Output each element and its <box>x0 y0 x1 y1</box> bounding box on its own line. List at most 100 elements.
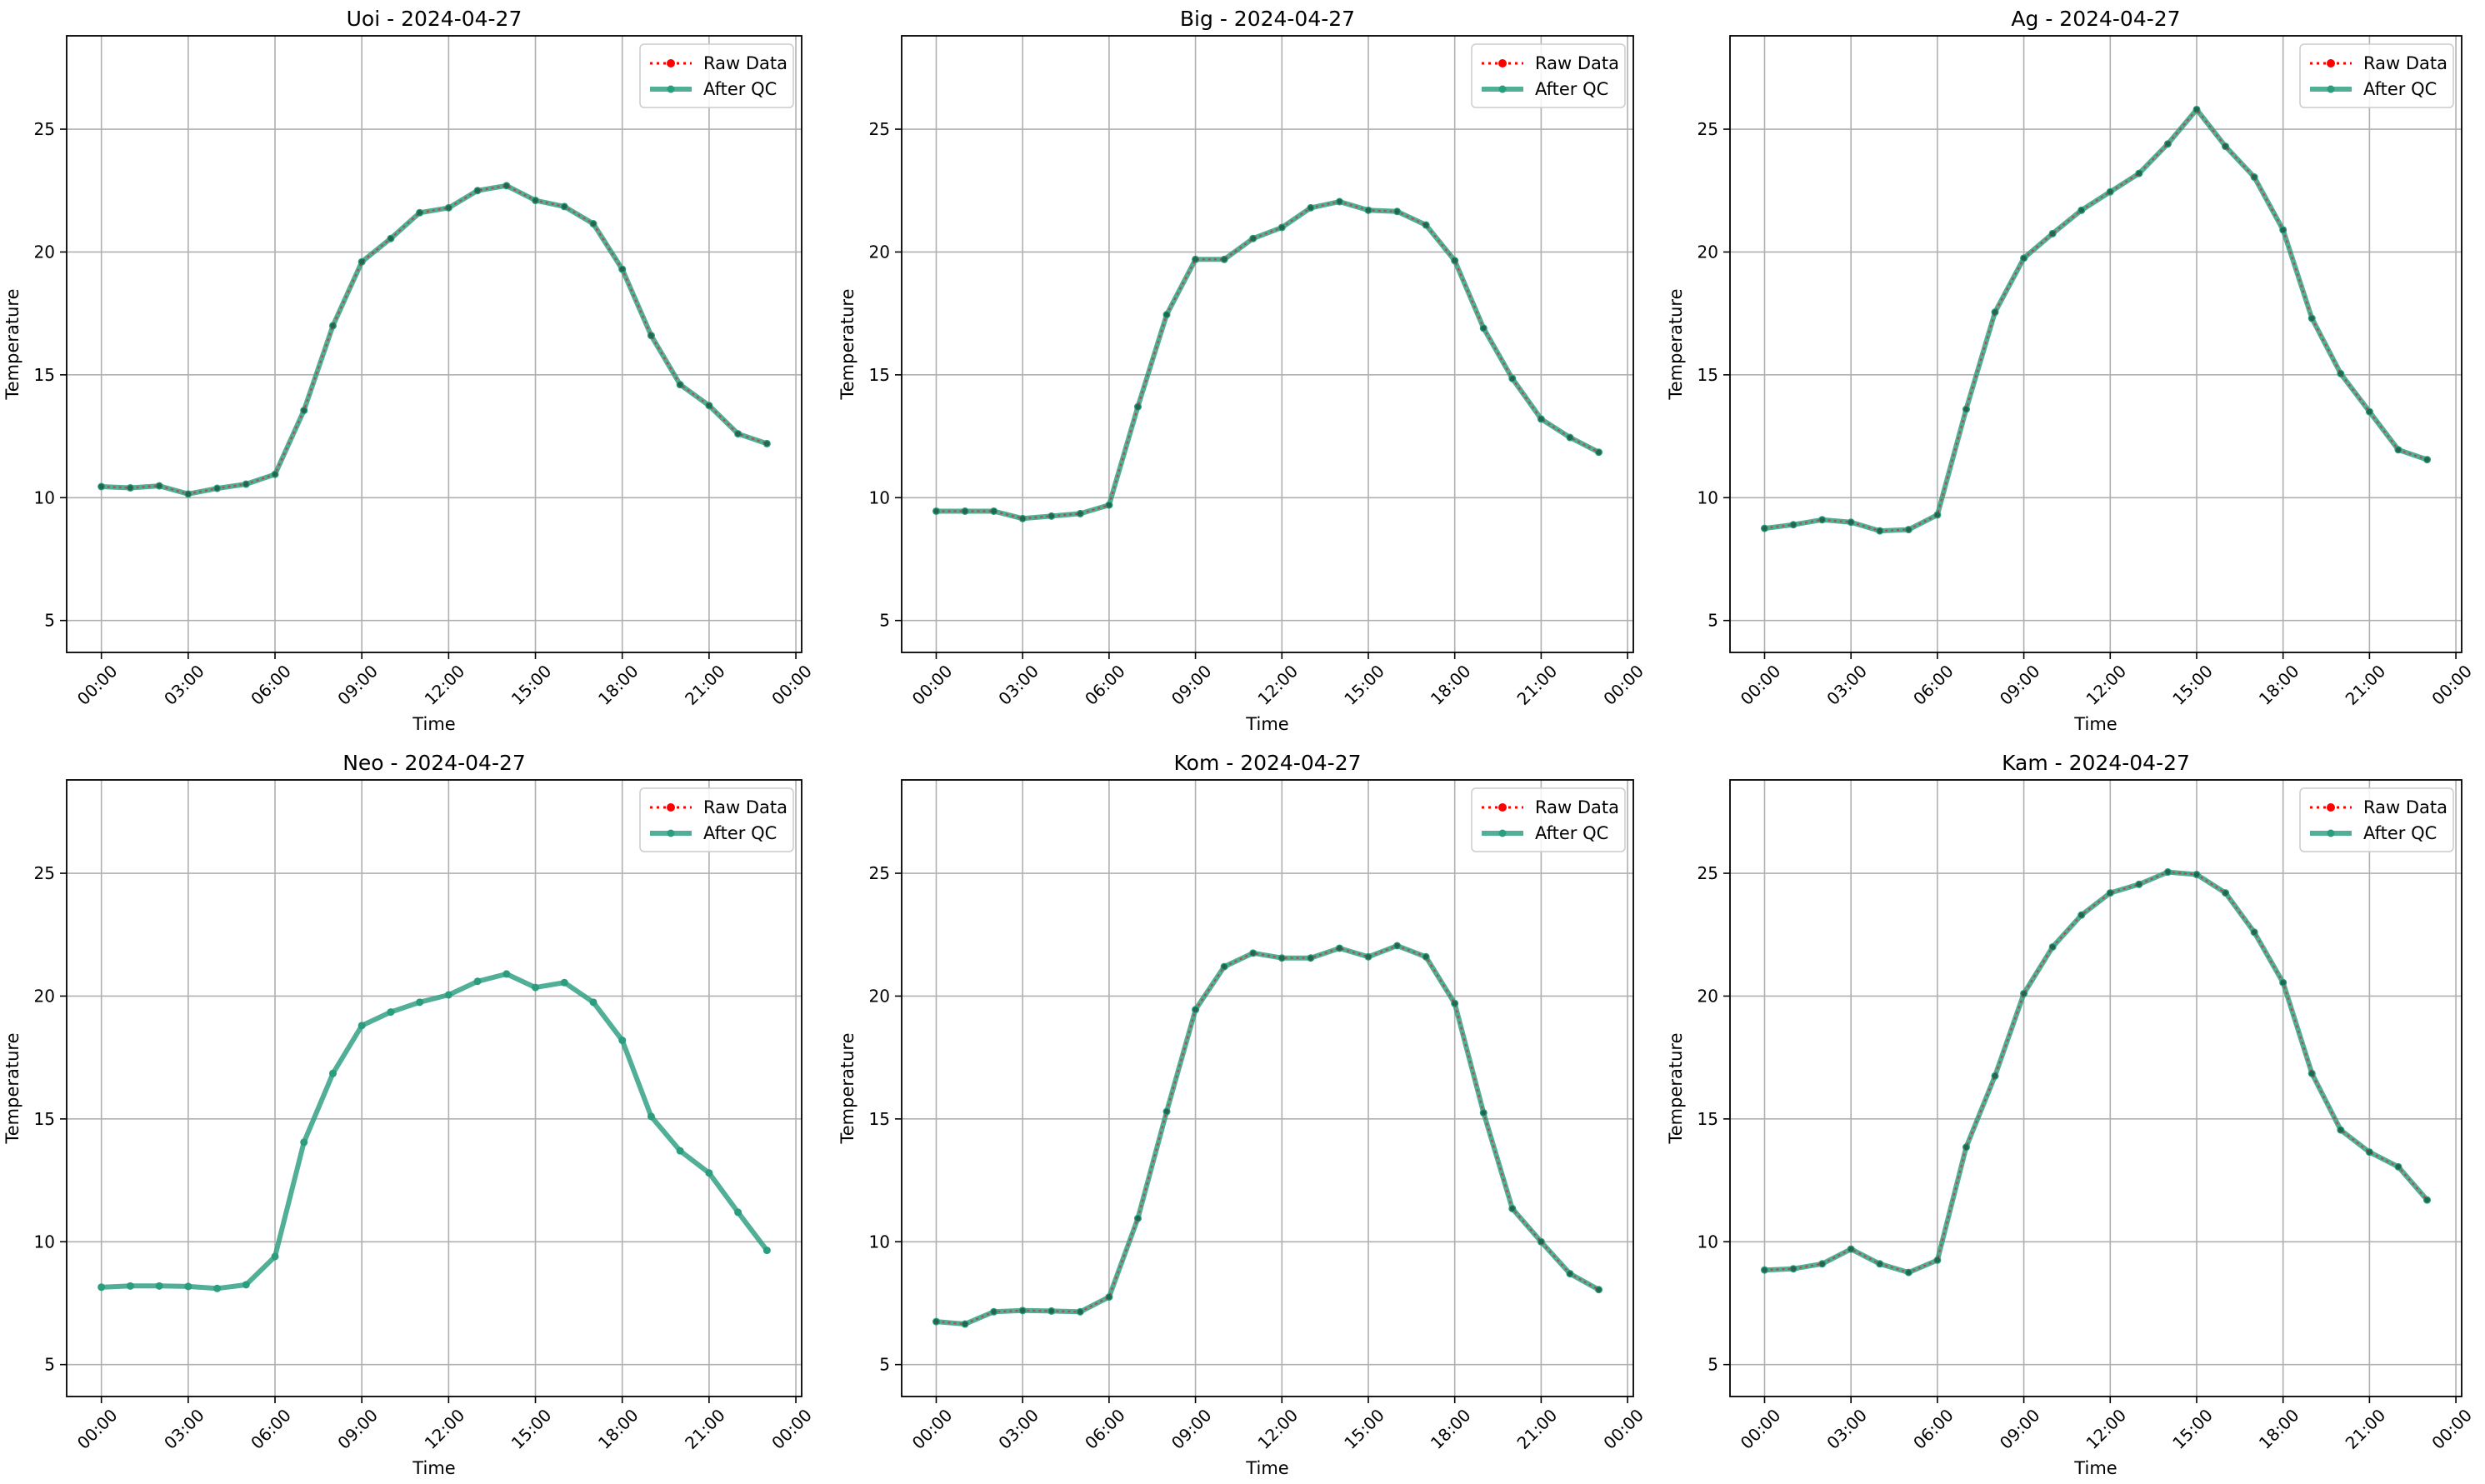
legend-raw-label: Raw Data <box>2363 797 2448 817</box>
raw-data-point <box>2165 869 2171 875</box>
axes-frame <box>66 779 802 1397</box>
raw-data-point <box>1394 942 1400 949</box>
raw-data-point <box>1963 1144 1969 1150</box>
raw-data-point <box>1819 1261 1825 1267</box>
raw-data-point <box>1992 1073 1998 1079</box>
y-tick-label: 15 <box>34 365 55 385</box>
x-tick-label: 12:00 <box>1253 661 1302 709</box>
raw-data-point <box>156 482 162 489</box>
y-axis-label: Temperature <box>838 288 858 400</box>
raw-data-point <box>1337 945 1342 952</box>
legend: Raw Data After QC <box>1471 787 1626 852</box>
y-tick-label: 25 <box>34 119 55 139</box>
raw-data-point <box>2395 1164 2402 1170</box>
y-tick-label: 25 <box>869 119 890 139</box>
y-tick-label: 5 <box>879 1355 890 1375</box>
x-tick-label: 06:00 <box>1081 1405 1129 1453</box>
x-tick-label: 00:00 <box>73 661 122 709</box>
x-tick-label: 21:00 <box>2342 661 2390 709</box>
x-tick-label: 15:00 <box>508 661 556 709</box>
y-tick-label: 5 <box>1708 611 1718 631</box>
raw-data-point <box>1790 522 1797 527</box>
raw-data-point <box>1538 416 1544 422</box>
legend-raw-marker <box>1498 803 1507 812</box>
raw-data-point <box>2309 315 2315 322</box>
after-qc-point <box>300 1138 308 1147</box>
x-tick-label: 06:00 <box>1909 1405 1958 1453</box>
subplot-title: Neo - 2024-04-27 <box>342 751 526 775</box>
x-tick-label: 00:00 <box>2428 1405 2476 1453</box>
raw-data-point <box>1934 512 1941 518</box>
raw-data-point <box>2021 255 2027 262</box>
y-axis-label: Temperature <box>2 288 22 400</box>
raw-data-point <box>1848 519 1854 525</box>
subplot-title: Uoi - 2024-04-27 <box>347 7 522 31</box>
x-axis-label: Time <box>1245 714 1288 734</box>
raw-data-point <box>991 508 997 514</box>
raw-data-line <box>101 184 768 495</box>
raw-data-point <box>1394 208 1400 214</box>
x-tick-label: 15:00 <box>1340 1405 1388 1453</box>
raw-data-point <box>1992 309 1998 315</box>
y-tick-label: 10 <box>869 1232 890 1252</box>
legend: Raw Data After QC <box>1471 43 1626 108</box>
raw-data-point <box>1452 257 1458 263</box>
x-tick-label: 09:00 <box>1996 1405 2044 1453</box>
raw-data-point <box>1163 1108 1170 1115</box>
raw-data-point <box>1019 516 1026 522</box>
after-qc-line <box>101 971 769 1292</box>
y-tick-label: 5 <box>879 611 890 631</box>
x-tick-label: 12:00 <box>421 661 469 709</box>
x-tick-label: 18:00 <box>1427 1405 1475 1453</box>
raw-data-point <box>2367 408 2372 415</box>
after-qc-point <box>98 1283 106 1292</box>
after-qc-point <box>184 1282 192 1291</box>
raw-data-point <box>446 205 452 211</box>
raw-data-point <box>1308 205 1314 211</box>
raw-data-point <box>764 441 770 447</box>
y-tick-label: 10 <box>869 487 890 507</box>
legend-raw-marker <box>667 803 675 812</box>
raw-data-point <box>1192 257 1198 262</box>
legend: Raw Data After QC <box>639 787 794 852</box>
x-tick-label: 18:00 <box>2255 1405 2303 1453</box>
y-tick-label: 25 <box>1698 863 1718 883</box>
raw-data-point <box>1279 224 1285 231</box>
x-tick-label: 15:00 <box>508 1405 556 1453</box>
raw-data-point <box>1106 502 1112 508</box>
raw-data-point <box>243 481 249 487</box>
raw-data-point <box>2424 457 2430 462</box>
raw-data-point <box>2108 189 2113 195</box>
y-tick-label: 15 <box>1698 365 1718 385</box>
x-tick-label: 06:00 <box>1909 661 1958 709</box>
after-qc-point <box>589 998 598 1007</box>
raw-data-point <box>1481 1110 1487 1116</box>
raw-data-point <box>417 210 422 216</box>
after-qc-point <box>502 970 511 978</box>
raw-data-point <box>1567 1271 1573 1277</box>
raw-data-point <box>1762 525 1768 532</box>
raw-data-point <box>1422 954 1429 960</box>
x-axis-label: Time <box>2073 1458 2117 1478</box>
x-tick-label: 12:00 <box>2082 1405 2130 1453</box>
after-qc-point <box>328 1069 337 1077</box>
x-tick-label: 12:00 <box>1253 1405 1302 1453</box>
raw-data-point <box>1452 1001 1458 1007</box>
x-tick-label: 21:00 <box>681 661 729 709</box>
y-tick-label: 20 <box>869 986 890 1006</box>
raw-data-point <box>2193 107 2200 112</box>
raw-data-point <box>962 508 968 514</box>
legend-raw-label: Raw Data <box>703 797 788 817</box>
legend-qc-label: After QC <box>2363 823 2437 843</box>
axes-frame <box>66 35 802 653</box>
raw-data-point <box>590 221 597 227</box>
raw-data-point <box>1365 207 1372 213</box>
legend-raw-marker <box>2327 59 2335 67</box>
after-qc-point <box>647 1112 655 1121</box>
y-tick-label: 5 <box>44 1355 55 1375</box>
y-tick-label: 25 <box>1698 119 1718 139</box>
raw-data-point <box>2424 1197 2430 1203</box>
raw-data-point <box>1596 449 1602 455</box>
raw-data-point <box>301 407 307 413</box>
